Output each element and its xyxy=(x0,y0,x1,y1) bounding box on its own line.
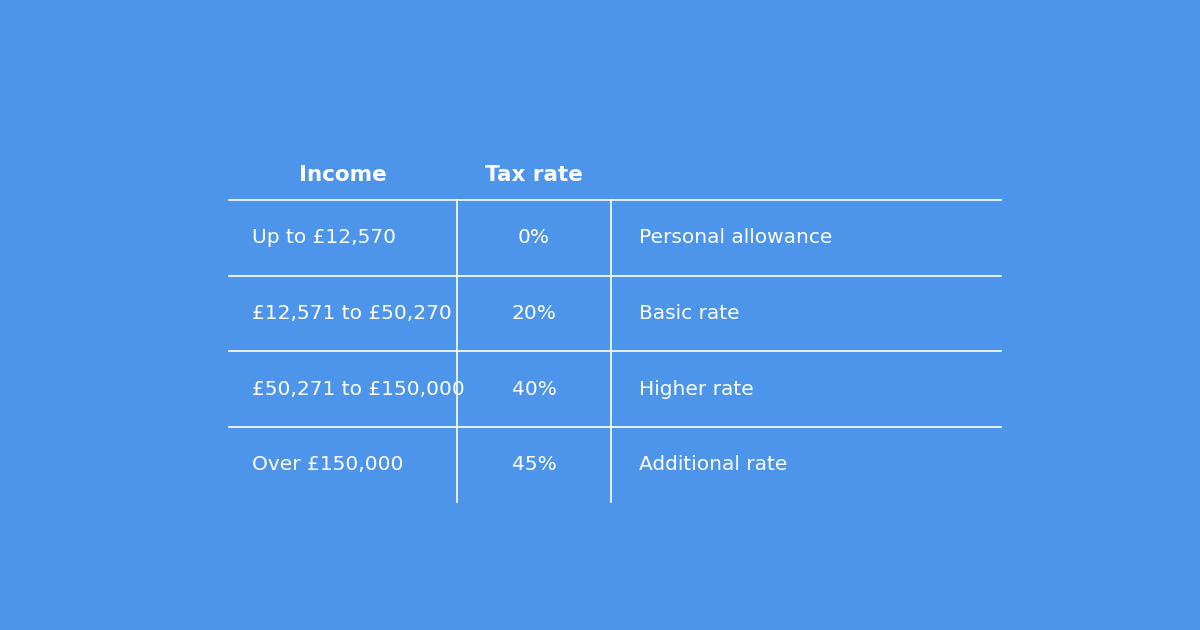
Text: Personal allowance: Personal allowance xyxy=(640,228,833,248)
Text: £50,271 to £150,000: £50,271 to £150,000 xyxy=(252,379,466,399)
Text: 20%: 20% xyxy=(511,304,557,323)
Text: Up to £12,570: Up to £12,570 xyxy=(252,228,396,248)
Text: 40%: 40% xyxy=(511,379,557,399)
Text: £12,571 to £50,270: £12,571 to £50,270 xyxy=(252,304,452,323)
Text: 45%: 45% xyxy=(511,455,557,474)
Text: Income: Income xyxy=(299,166,386,185)
Text: Higher rate: Higher rate xyxy=(640,379,754,399)
Text: 0%: 0% xyxy=(518,228,550,248)
Text: Basic rate: Basic rate xyxy=(640,304,739,323)
Text: Over £150,000: Over £150,000 xyxy=(252,455,403,474)
Text: Additional rate: Additional rate xyxy=(640,455,787,474)
Text: Tax rate: Tax rate xyxy=(485,166,583,185)
